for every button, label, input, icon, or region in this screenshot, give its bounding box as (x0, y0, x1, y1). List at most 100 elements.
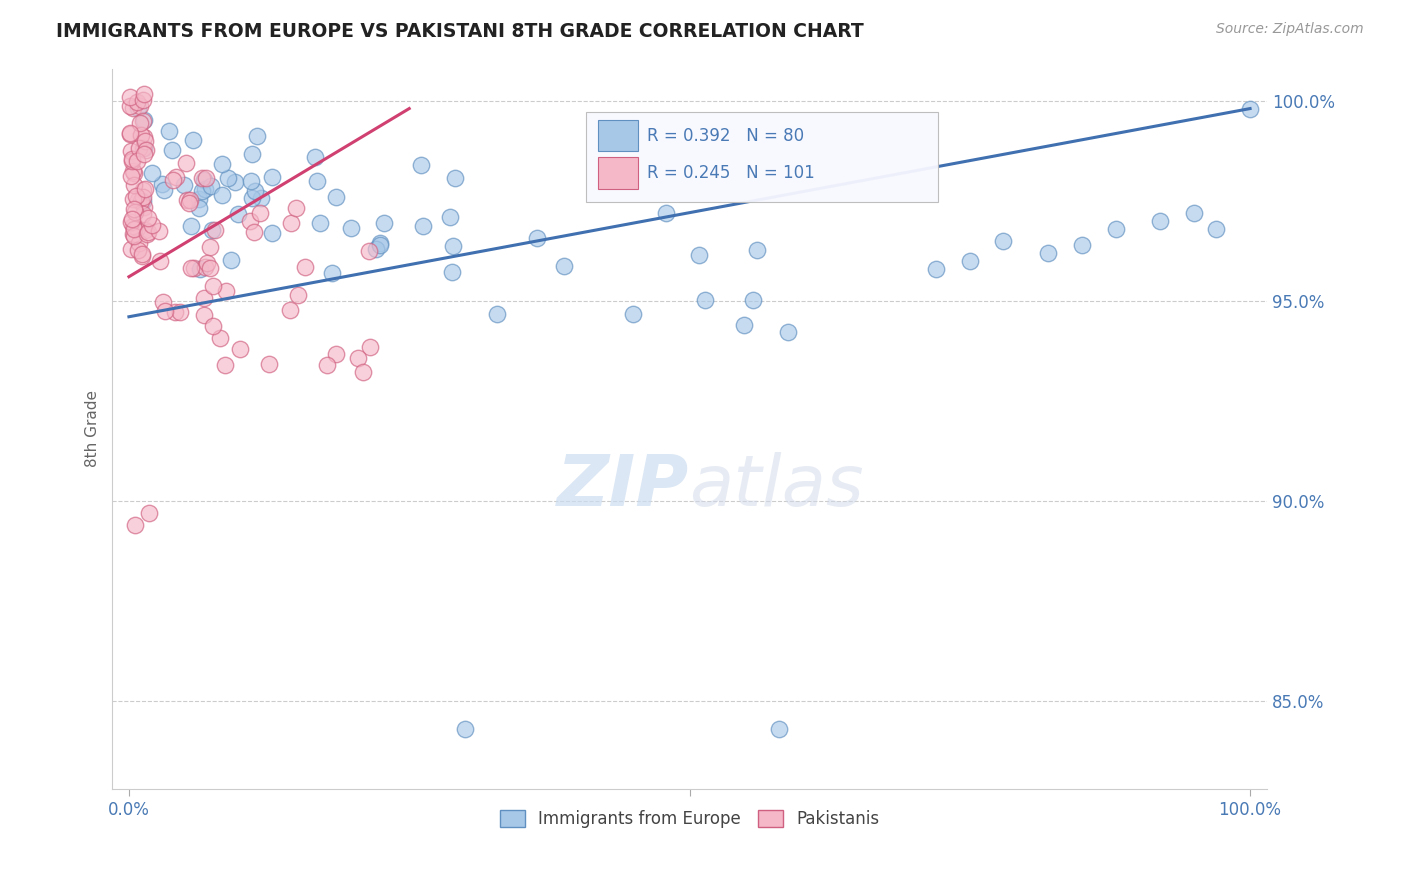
Point (121, 153, 143, 168)
Point (180, 261, 202, 276)
Point (553, 259, 575, 273)
Point (201, 223, 224, 237)
Point (122, 229, 145, 244)
Point (211, 157, 233, 171)
Point (124, 205, 146, 219)
FancyBboxPatch shape (599, 120, 637, 152)
Point (121, 101, 143, 115)
Point (1239, 102, 1261, 116)
Point (120, 90, 142, 104)
Point (120, 98, 142, 112)
Point (131, 183, 153, 197)
Text: Source: ZipAtlas.com: Source: ZipAtlas.com (1216, 22, 1364, 37)
Point (122, 227, 145, 241)
Point (1104, 221, 1126, 235)
Point (132, 146, 155, 161)
Point (134, 134, 156, 148)
Point (179, 196, 201, 211)
Point (439, 211, 461, 225)
Point (240, 147, 263, 161)
Point (132, 190, 155, 204)
Point (257, 357, 280, 371)
Point (174, 156, 197, 170)
Point (191, 184, 214, 198)
Legend: Immigrants from Europe, Pakistanis: Immigrants from Europe, Pakistanis (494, 804, 886, 835)
Point (124, 178, 146, 192)
Point (150, 177, 173, 191)
Point (124, 166, 146, 180)
Point (132, 87, 155, 102)
Point (1205, 221, 1227, 235)
Point (127, 193, 149, 207)
Point (215, 285, 238, 299)
Point (193, 173, 215, 187)
Point (121, 152, 143, 166)
Point (148, 224, 170, 238)
Point (136, 227, 159, 241)
Point (352, 365, 374, 379)
Point (454, 722, 477, 736)
Point (304, 150, 326, 164)
Point (441, 239, 464, 253)
Point (132, 112, 155, 127)
Point (325, 190, 347, 204)
Point (127, 244, 149, 258)
Point (124, 518, 146, 533)
Point (412, 219, 434, 234)
Point (120, 126, 142, 140)
Point (280, 216, 302, 230)
Point (180, 219, 202, 234)
Point (294, 260, 316, 274)
Point (127, 153, 149, 168)
Point (925, 261, 948, 276)
Point (409, 158, 432, 172)
Point (152, 295, 174, 310)
Point (138, 225, 160, 239)
Point (141, 166, 163, 180)
Point (239, 214, 262, 228)
Point (309, 216, 332, 230)
Point (194, 260, 217, 274)
Point (157, 124, 180, 138)
Point (200, 178, 222, 193)
Point (195, 256, 218, 270)
Point (125, 221, 148, 235)
Point (359, 340, 381, 354)
Point (129, 128, 152, 143)
Point (260, 226, 283, 240)
Text: atlas: atlas (689, 452, 865, 521)
Point (201, 318, 224, 333)
Point (621, 307, 644, 321)
Point (179, 193, 201, 207)
Point (776, 325, 799, 339)
Point (366, 243, 388, 257)
Point (121, 192, 143, 206)
Point (194, 171, 217, 186)
Point (134, 129, 156, 144)
Point (129, 99, 152, 113)
Point (243, 184, 266, 198)
Point (1149, 213, 1171, 227)
Point (191, 170, 214, 185)
Point (165, 170, 187, 185)
Point (655, 206, 678, 220)
Point (120, 128, 142, 142)
FancyBboxPatch shape (599, 157, 637, 189)
Point (188, 201, 211, 215)
Text: R = 0.392   N = 80: R = 0.392 N = 80 (647, 127, 804, 145)
Point (200, 240, 222, 254)
Point (307, 173, 329, 187)
Point (132, 140, 155, 154)
Point (321, 266, 343, 280)
Point (240, 191, 263, 205)
Point (128, 235, 150, 250)
Point (132, 194, 155, 209)
Point (121, 219, 143, 233)
Point (325, 347, 347, 361)
Point (132, 201, 155, 215)
Point (346, 351, 368, 366)
Point (357, 244, 380, 258)
Point (733, 318, 755, 332)
Point (993, 234, 1015, 248)
Point (173, 178, 195, 192)
